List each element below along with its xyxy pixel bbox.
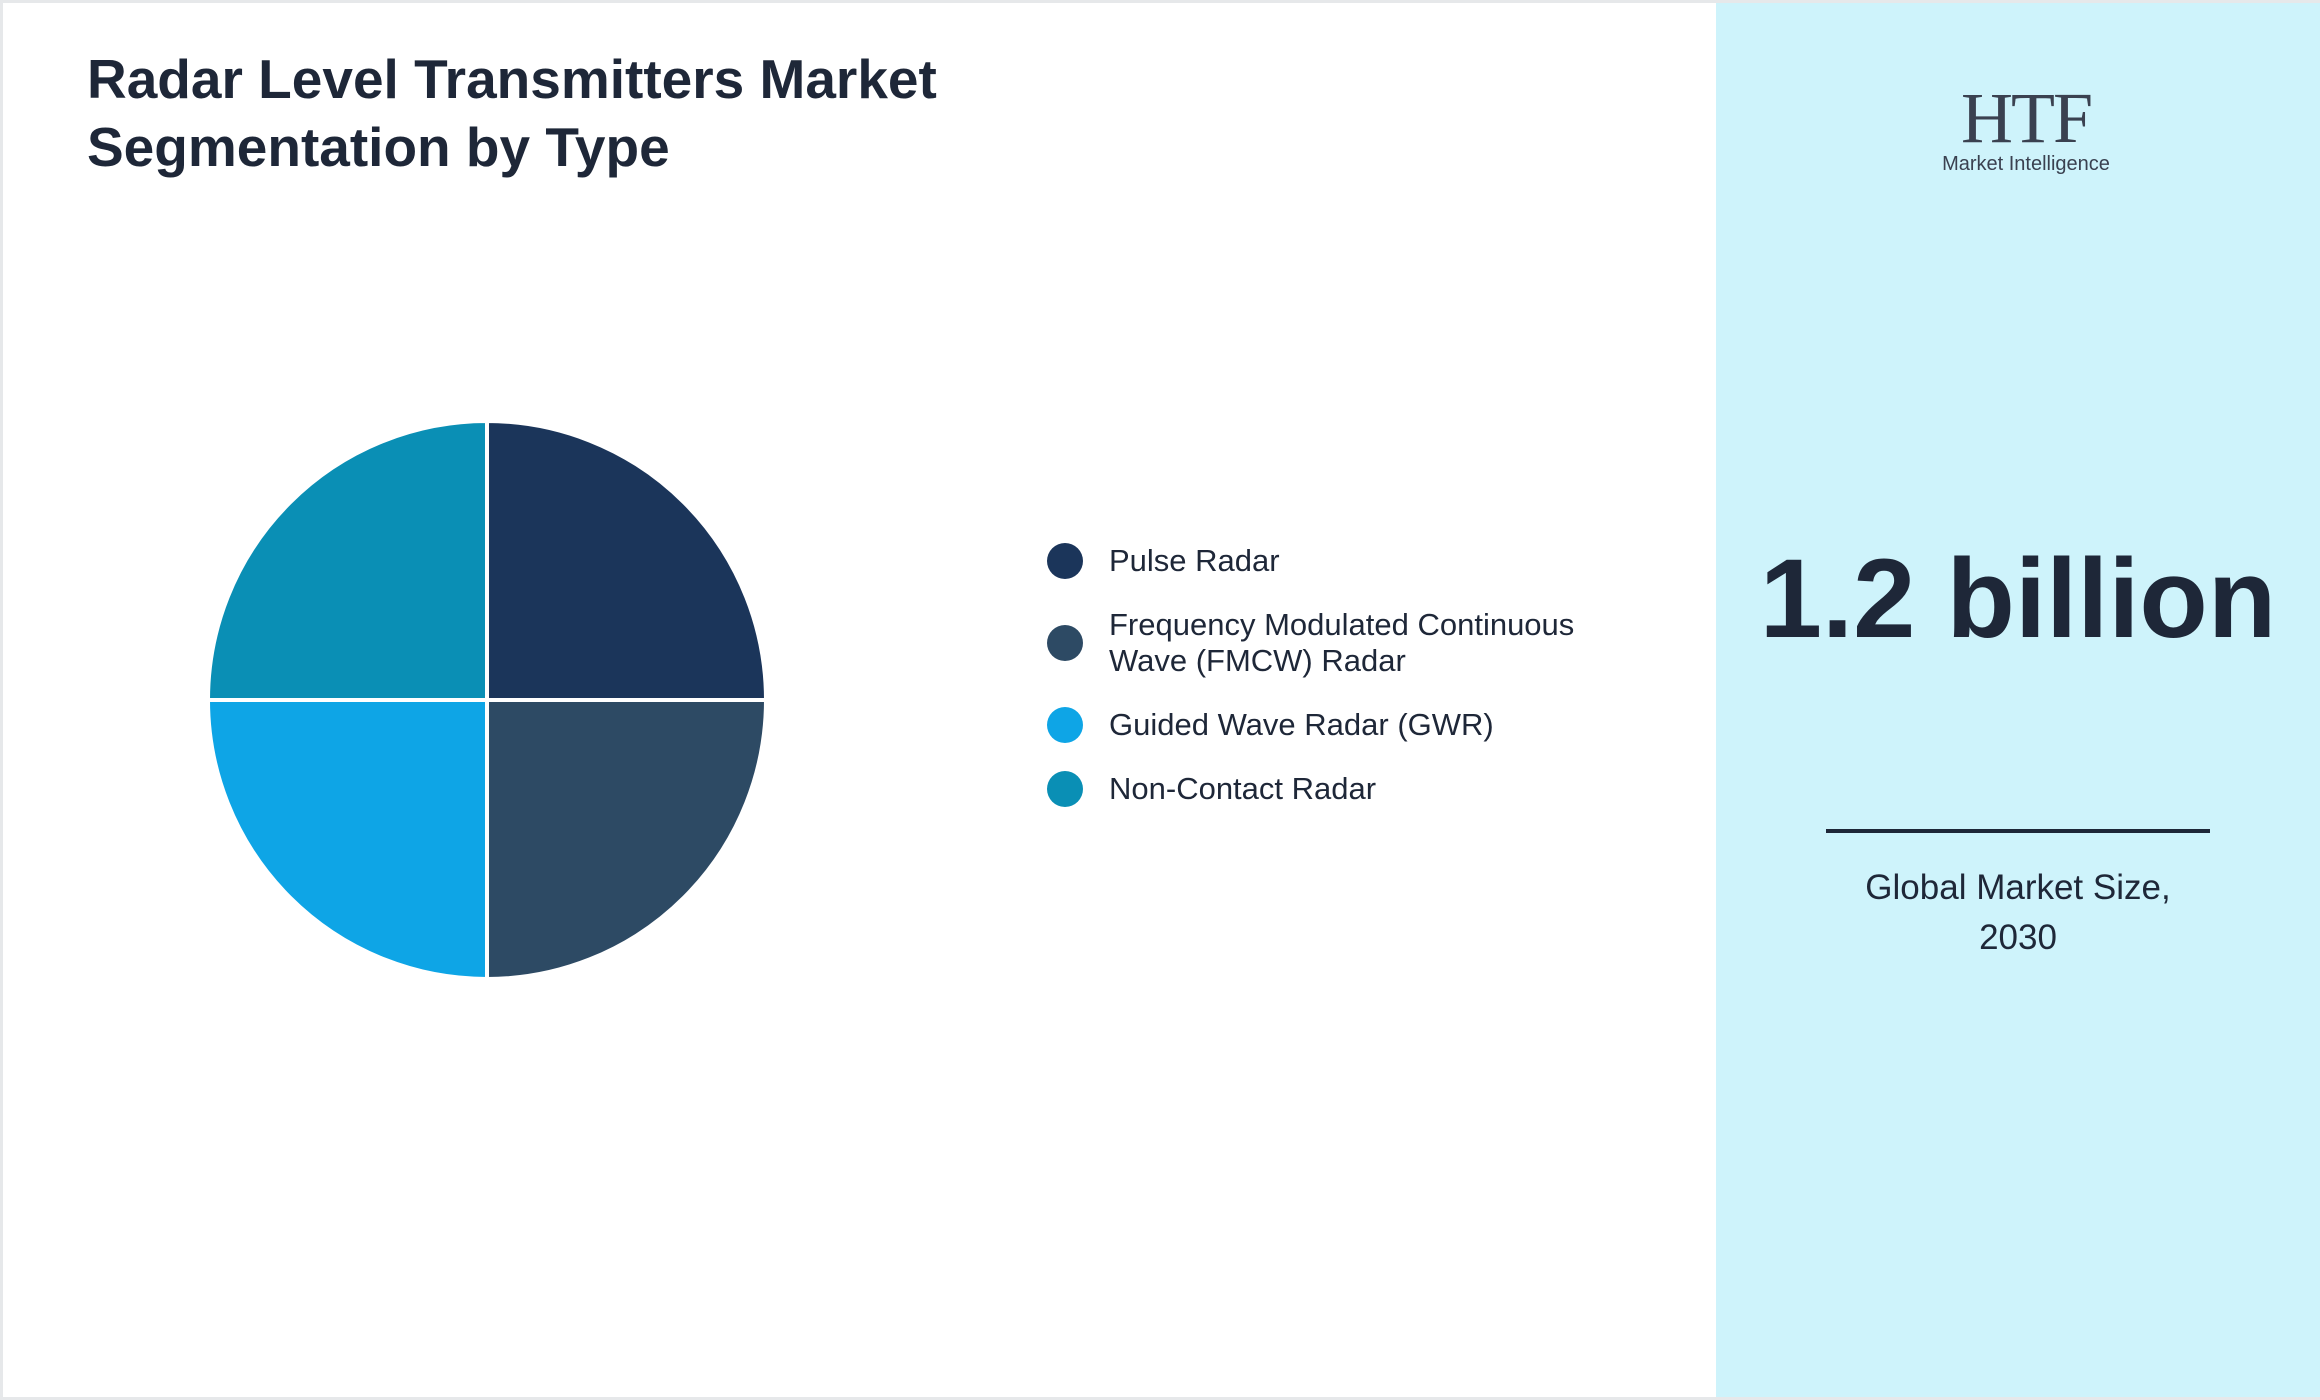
- market-size-label: Global Market Size, 2030: [1865, 868, 2171, 957]
- legend-item: Guided Wave Radar (GWR): [1047, 707, 1647, 743]
- pie-slice: [205, 698, 489, 982]
- legend-item: Pulse Radar: [1047, 543, 1647, 579]
- market-size-value: 1.2 billion: [1759, 536, 2277, 661]
- pie-slice: [485, 418, 769, 702]
- divider: [1826, 829, 2210, 833]
- pie-slice: [205, 418, 489, 702]
- legend-item: Non-Contact Radar: [1047, 771, 1647, 807]
- legend-label: Non-Contact Radar: [1109, 771, 1377, 806]
- legend-label: Guided Wave Radar (GWR): [1109, 707, 1494, 742]
- pie-slice: [485, 698, 769, 982]
- logo-tagline: Market Intelligence: [1942, 153, 2110, 175]
- legend-label: Frequency Modulated Continuous Wave (FMC…: [1109, 607, 1575, 678]
- legend-label: Pulse Radar: [1109, 543, 1280, 578]
- legend-item: Frequency Modulated Continuous Wave (FMC…: [1047, 607, 1647, 679]
- logo-mark: HTF: [1960, 78, 2093, 158]
- legend-swatch: [1047, 543, 1083, 579]
- legend-swatch: [1047, 707, 1083, 743]
- legend: Pulse Radar Frequency Modulated Continuou…: [1047, 543, 1647, 835]
- chart-title: Radar Level Transmitters Market Segmenta…: [87, 48, 937, 178]
- side-panel: HTF Market Intelligence 1.2 billion Glob…: [1716, 3, 2320, 1397]
- logo: HTF Market Intelligence: [1926, 78, 2126, 176]
- legend-swatch: [1047, 771, 1083, 807]
- legend-swatch: [1047, 625, 1083, 661]
- pie-chart: [205, 418, 769, 982]
